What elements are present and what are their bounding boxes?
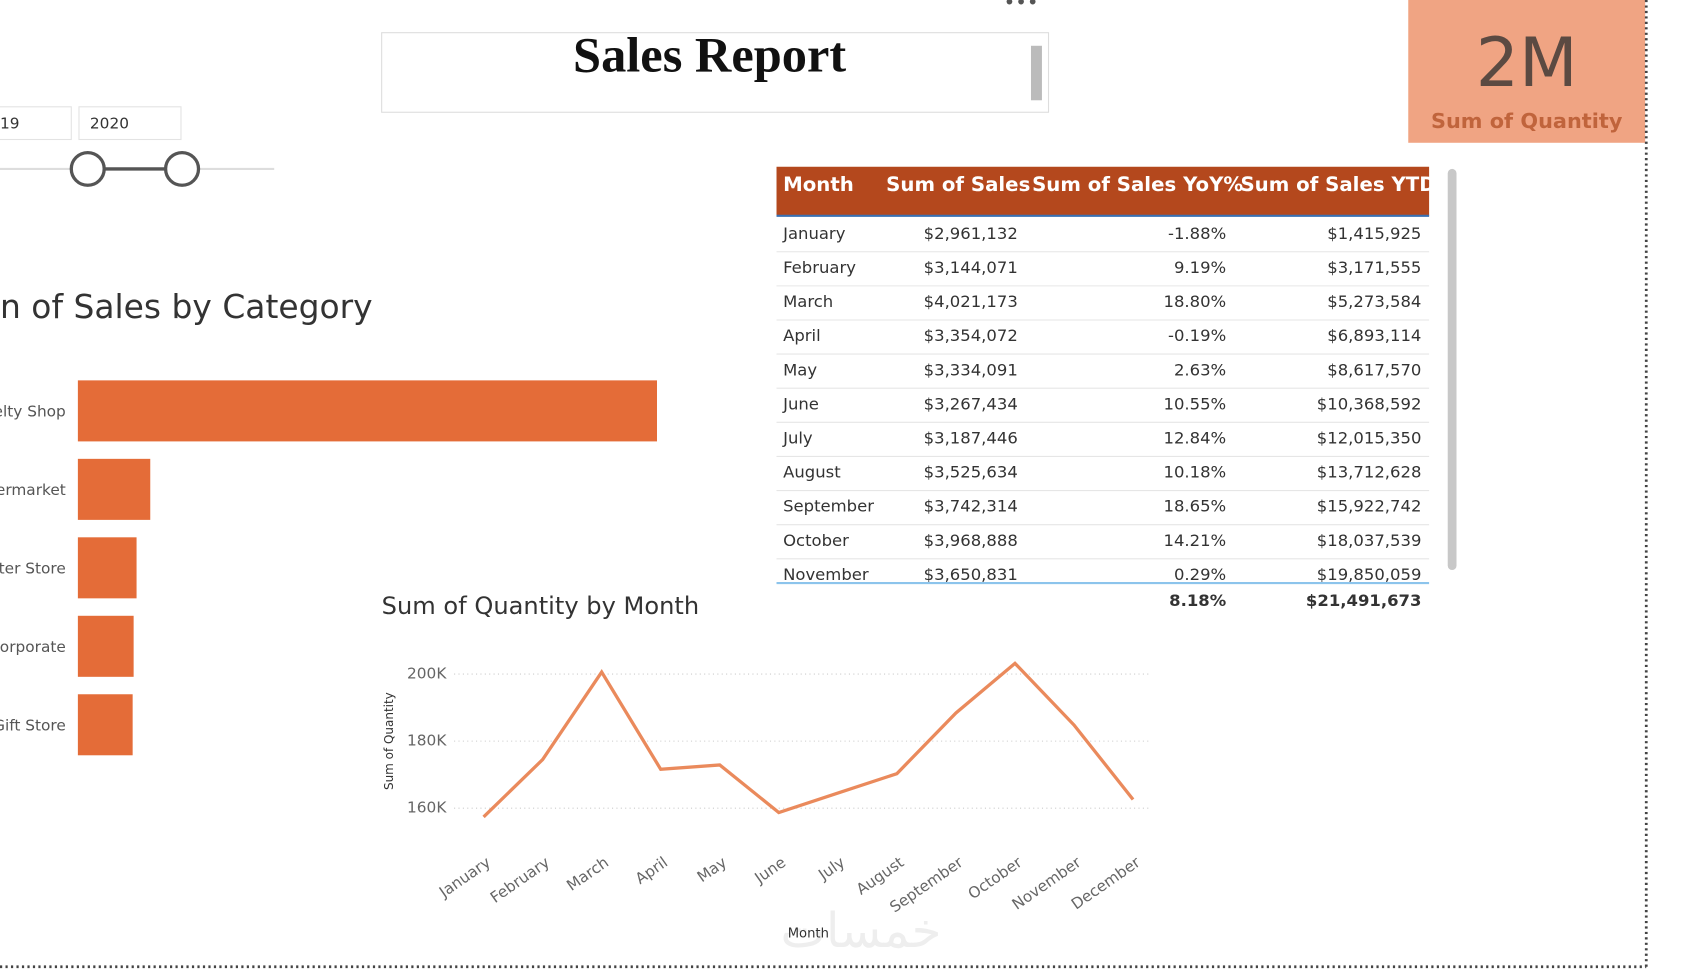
table-cell: -1.88% <box>1168 224 1226 243</box>
table-cell: 0.29% <box>1174 565 1226 584</box>
category-label: ermarket <box>0 481 66 499</box>
table-cell: 10.55% <box>1163 394 1226 413</box>
table-cell: $3,968,888 <box>924 531 1018 550</box>
line-series <box>482 661 1135 819</box>
x-tick-label: March <box>563 853 612 894</box>
x-tick-label: January <box>435 853 494 901</box>
table-cell: 18.80% <box>1163 292 1226 311</box>
report-title: Sales Report <box>573 27 846 83</box>
table-cell: July <box>782 429 813 448</box>
column-header: Sum of Sales YoY% <box>1032 173 1243 196</box>
table-cell: 12.84% <box>1163 429 1226 448</box>
table-cell: $8,617,570 <box>1327 360 1421 379</box>
table-cell: $12,015,350 <box>1317 429 1422 448</box>
table-cell: September <box>783 497 874 516</box>
table-cell: 18.65% <box>1163 497 1226 516</box>
table-cell: $15,922,742 <box>1317 497 1422 516</box>
slider-handle[interactable] <box>163 150 201 187</box>
table-cell: 10.18% <box>1163 463 1226 482</box>
kpi-card <box>1408 0 1646 143</box>
table-cell: $6,893,114 <box>1327 326 1421 345</box>
table-cell: February <box>783 258 856 277</box>
kpi-label: Sum of Quantity <box>1431 109 1623 133</box>
slicer-end: 2020 <box>90 115 129 133</box>
table-cell: 2.63% <box>1174 360 1226 379</box>
more-options[interactable]: ••• <box>1004 0 1039 14</box>
slicer-start-box[interactable] <box>0 106 72 141</box>
watermark: خمسات <box>781 903 942 959</box>
x-tick-label: June <box>751 853 790 887</box>
bar <box>77 458 151 520</box>
y-tick-label: 200K <box>407 665 447 683</box>
kpi-value: 2M <box>1476 23 1578 102</box>
slicer-start: 19 <box>0 115 20 133</box>
category-label: uter Store <box>0 559 66 577</box>
table-cell: $3,187,446 <box>924 429 1018 448</box>
y-axis-title: Sum of Quantity <box>382 692 396 790</box>
table-cell: November <box>783 565 869 584</box>
table-cell: -0.19% <box>1168 326 1226 345</box>
total-cell: $21,491,673 <box>1306 591 1421 610</box>
table-cell: $2,961,132 <box>924 224 1018 243</box>
table-cell: $1,415,925 <box>1327 224 1421 243</box>
table-cell: 9.19% <box>1174 258 1226 277</box>
total-cell: 8.18% <box>1169 591 1226 610</box>
table-cell: 14.21% <box>1163 531 1226 550</box>
table-cell: April <box>783 326 821 345</box>
table-cell: June <box>782 394 819 413</box>
slicer-end-box[interactable] <box>78 106 182 141</box>
table-cell: $10,368,592 <box>1317 394 1422 413</box>
y-tick-label: 160K <box>407 799 447 817</box>
table-cell: $3,650,831 <box>924 565 1018 584</box>
chart-title: n of Sales by Category <box>0 288 373 326</box>
table-cell: $3,267,434 <box>924 394 1018 413</box>
bar <box>77 537 137 599</box>
x-tick-label: April <box>632 853 671 888</box>
x-tick-label: February <box>487 853 553 906</box>
table-cell: March <box>783 292 833 311</box>
table-cell: January <box>782 224 846 243</box>
table-cell: $19,850,059 <box>1317 565 1422 584</box>
column-header: Month <box>783 173 854 196</box>
scroll-indicator <box>1030 45 1042 101</box>
y-tick-label: 180K <box>407 732 447 750</box>
table-cell: $3,525,634 <box>924 463 1018 482</box>
table-cell: $3,354,072 <box>924 326 1018 345</box>
bar <box>77 615 134 677</box>
bar <box>77 694 133 756</box>
category-label: Corporate <box>0 638 66 656</box>
column-header: Sum of Sales YTD <box>1240 173 1435 196</box>
column-header: Sum of Sales <box>886 173 1030 196</box>
table-header <box>776 166 1430 216</box>
slider-handle[interactable] <box>69 150 106 187</box>
table-cell: May <box>783 360 817 379</box>
category-label: Gift Store <box>0 716 66 734</box>
table-cell: $3,334,091 <box>924 360 1018 379</box>
table-cell: $13,712,628 <box>1317 463 1422 482</box>
table-cell: $3,144,071 <box>924 258 1018 277</box>
x-axis-title: Month <box>788 927 829 942</box>
table-cell: $5,273,584 <box>1327 292 1421 311</box>
table-cell: $4,021,173 <box>924 292 1018 311</box>
x-tick-label: May <box>694 853 730 886</box>
table-cell: $3,742,314 <box>924 497 1018 516</box>
table-cell: $3,171,555 <box>1327 258 1421 277</box>
table-cell: $18,037,539 <box>1317 531 1422 550</box>
table-cell: August <box>783 463 841 482</box>
bar <box>77 380 657 442</box>
title-box <box>381 32 1050 113</box>
category-label: elty Shop <box>0 403 66 421</box>
table-scrollbar[interactable] <box>1447 168 1457 571</box>
chart-title: Sum of Quantity by Month <box>382 592 699 620</box>
x-tick-label: July <box>814 853 848 884</box>
table-cell: October <box>783 531 849 550</box>
